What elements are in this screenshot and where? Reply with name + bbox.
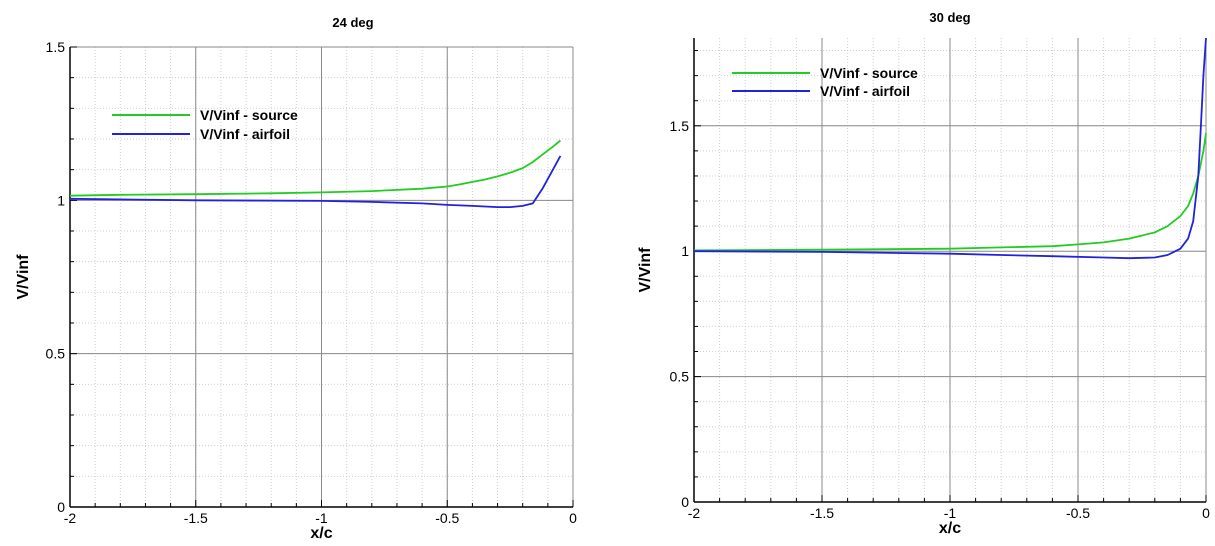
y-tick-label: 1.5 [670,118,690,134]
legend-label: V/Vinf - source [200,107,298,123]
series-line-airfoil [694,37,1207,260]
x-tick-label: -2 [64,510,77,526]
y-tick-label: 0 [57,499,65,515]
legend-label: V/Vinf - source [820,65,918,81]
y-axis-label: V/Vinf [637,247,654,293]
x-tick-label: -0.5 [1066,505,1090,521]
y-axis-label: V/Vinf [15,254,32,300]
x-tick-label: 0 [1202,505,1210,521]
y-tick-label: 0 [681,494,689,510]
x-tick-label: -0.5 [435,510,459,526]
y-tick-label: 0.5 [46,346,66,362]
chart-panel: -2 -1.5 -1 -0.5 0 0 0.5 1 1.5 30 deg x/c V/Vinf V/Vi… [637,10,1210,537]
legend-label: V/Vinf - airfoil [820,83,910,99]
series-group [694,37,1207,260]
x-tick-label: -1 [315,510,328,526]
legend: V/Vinf - source V/Vinf - airfoil [112,107,298,142]
tick-marks [69,46,574,508]
x-tick-label: -2 [688,505,701,521]
x-tick-label: -1.5 [810,505,834,521]
series-line-source [694,133,1207,252]
x-tick-label: -1 [944,505,957,521]
y-tick-label: 1 [681,243,689,259]
chart-title: 24 deg [332,15,373,30]
y-tick-label: 1.5 [46,39,66,55]
legend: V/Vinf - source V/Vinf - airfoil [732,65,918,99]
series-group [70,139,562,209]
x-tick-label: -1.5 [184,510,208,526]
chart-title: 30 deg [929,10,970,25]
x-tick-label: 0 [569,510,577,526]
series-line-source [70,139,561,197]
x-axis-label: x/c [310,525,332,542]
y-tick-label: 0.5 [670,369,690,385]
chart-panel: -2 -1.5 -1 -0.5 0 0 0.5 1 1.5 24 deg x/c V/Vinf V/Vi… [15,15,577,542]
series-line-airfoil [70,155,562,209]
x-axis-label: x/c [939,520,961,537]
legend-label: V/Vinf - airfoil [200,126,290,142]
y-tick-label: 1 [57,192,65,208]
